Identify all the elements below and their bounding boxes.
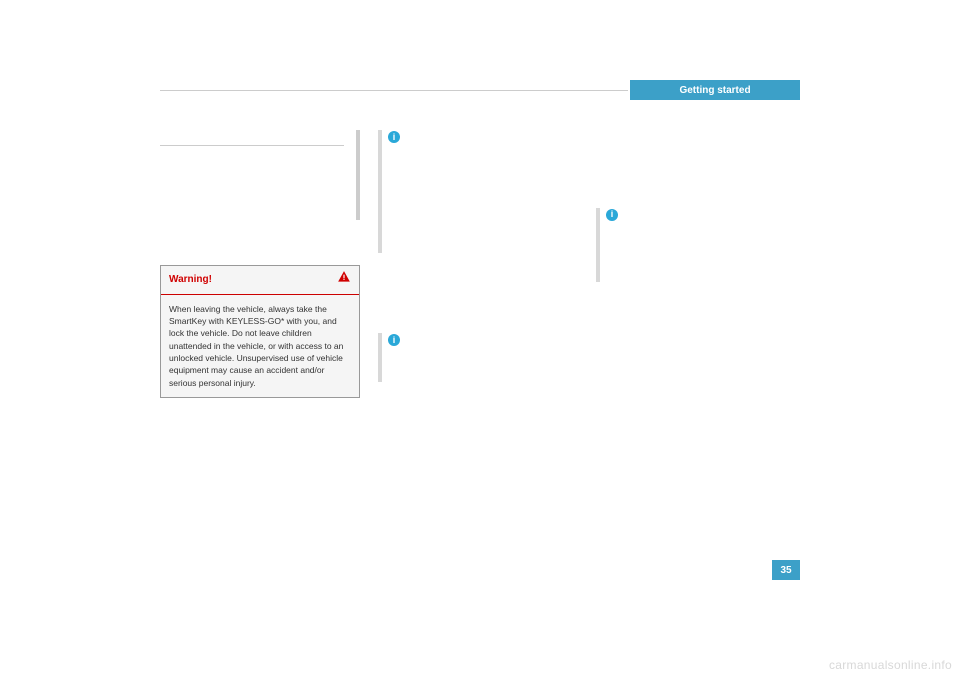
- col1-body: With the SmartKey with KEYLESS-GO* locat…: [160, 150, 344, 226]
- info3-text: If the vehicle has been parked for more …: [624, 208, 796, 282]
- warning-triangle-icon: [337, 270, 351, 290]
- info-circle-icon: i: [388, 131, 400, 143]
- info-block-2: i You can also unlock and open a door by…: [378, 333, 578, 382]
- info-circle-icon: i: [388, 334, 400, 346]
- column-1: Unlocking with KEYLESS-GO* With the Smar…: [160, 130, 360, 398]
- warning-header: Warning!: [161, 266, 359, 295]
- info2-text: You can also unlock and open a door by p…: [406, 333, 578, 382]
- info-block-1: i If the SmartKey with KEYLESS-GO* is lo…: [378, 130, 578, 253]
- col1-content-wrap: Unlocking with KEYLESS-GO* With the Smar…: [160, 130, 360, 225]
- info-block-3: i If the vehicle has been parked for mor…: [596, 208, 796, 282]
- column-2: i If the SmartKey with KEYLESS-GO* is lo…: [378, 130, 578, 398]
- section-tab: Getting started: [630, 80, 800, 100]
- header-rule: [160, 90, 628, 91]
- info-bar-icon: [378, 130, 382, 253]
- warning-box: Warning! When leaving the vehicle, alway…: [160, 265, 360, 398]
- page-number-value: 35: [780, 565, 791, 576]
- section-tab-label: Getting started: [679, 85, 750, 96]
- col3-tail: Starter switch positions with KEYLESS-GO…: [596, 342, 796, 367]
- info1-text: If the SmartKey with KEYLESS-GO* is loca…: [406, 130, 578, 253]
- col3-lead: Grasp an outside door handle. All the tu…: [596, 130, 796, 168]
- page-number: 35: [772, 560, 800, 580]
- info-circle-icon: i: [606, 209, 618, 221]
- warning-label: Warning!: [169, 273, 212, 287]
- info-bar-icon: [596, 208, 600, 282]
- warning-body: When leaving the vehicle, always take th…: [161, 295, 359, 397]
- column-3: Grasp an outside door handle. All the tu…: [596, 130, 796, 398]
- content-columns: Unlocking with KEYLESS-GO* With the Smar…: [160, 130, 800, 398]
- info-bar-icon: [378, 333, 382, 382]
- manual-page: Getting started Unlocking with KEYLESS-G…: [160, 80, 800, 610]
- col1-text: Unlocking with KEYLESS-GO* With the Smar…: [160, 130, 344, 225]
- col1-sidebar-bar: [356, 130, 360, 220]
- watermark: carmanualsonline.info: [829, 658, 952, 672]
- col1-subheading: Unlocking with KEYLESS-GO*: [160, 130, 344, 146]
